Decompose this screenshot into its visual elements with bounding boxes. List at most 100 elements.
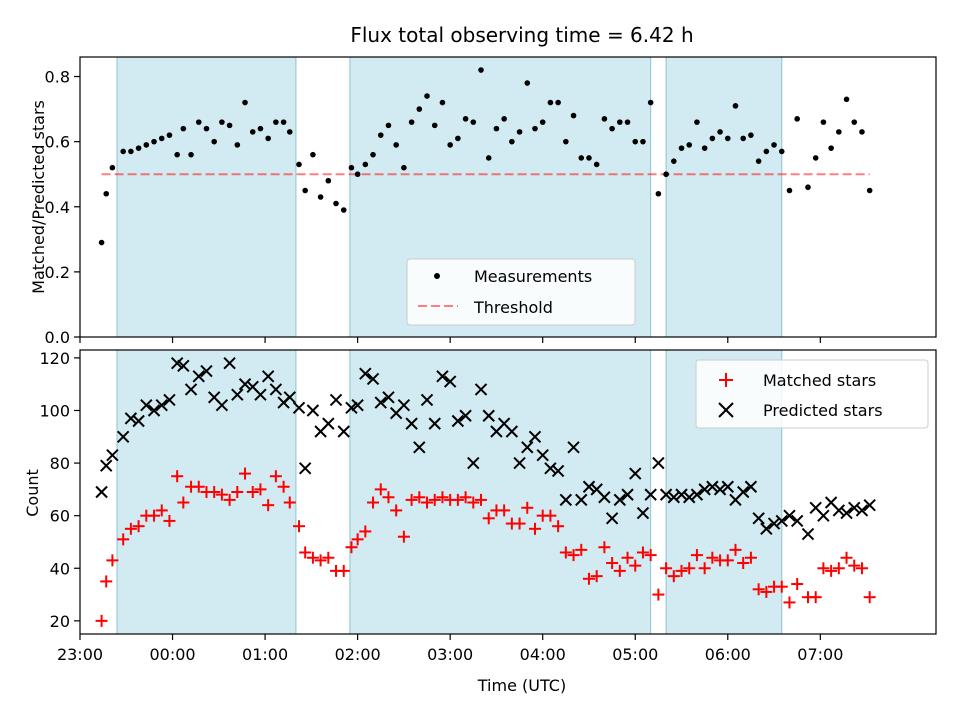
matched-star-point: [475, 493, 488, 506]
predicted-star-point: [200, 364, 213, 378]
y-tick-label: 0.6: [45, 133, 70, 152]
matched-star-point: [459, 491, 472, 504]
matched-star-point: [345, 541, 358, 554]
measurement-point: [462, 116, 469, 122]
matched-star-point: [598, 541, 611, 554]
matched-star-point: [314, 554, 327, 567]
measurement-point: [354, 171, 361, 178]
predicted-star-point: [536, 448, 549, 462]
matched-star-point: [132, 520, 145, 533]
matched-star-point: [148, 509, 161, 522]
matched-star-point: [809, 591, 822, 604]
bottom-axes: 20 40 60 80 100 120 23:00 00:00 01:00 02:00 03:00…: [23, 349, 937, 695]
matched-star-point: [721, 554, 734, 567]
predicted-star-point: [636, 506, 650, 520]
matched-star-point: [559, 546, 572, 559]
measurement-point: [135, 145, 142, 151]
bottom-legend-box: [695, 359, 929, 429]
matched-star-point: [590, 570, 603, 583]
measurement-point: [431, 122, 438, 129]
measurement-point: [740, 135, 747, 142]
measurement-point: [717, 129, 723, 135]
matched-star-point: [155, 504, 168, 517]
predicted-star-point: [667, 491, 681, 504]
measurement-point: [151, 138, 157, 145]
measurement-point: [325, 177, 332, 184]
matched-star-point: [106, 554, 119, 567]
measurement-point: [128, 148, 134, 155]
matched-star-point: [171, 470, 184, 483]
predicted-star-point: [155, 399, 168, 412]
measurement-point: [828, 145, 834, 151]
matched-star-point: [100, 575, 113, 588]
legend-marker-predicted: [718, 402, 734, 418]
predicted-star-point: [405, 417, 418, 430]
legend-marker-matched: [719, 373, 733, 387]
measurement-point: [694, 119, 700, 125]
measurement-point: [763, 148, 770, 155]
measurement-point: [362, 161, 369, 168]
matched-star-point: [783, 596, 796, 609]
matched-star-point: [683, 562, 696, 575]
shaded-period-2: [349, 349, 652, 635]
matched-star-point: [293, 520, 306, 533]
predicted-star-point: [283, 391, 296, 404]
measurement-point: [393, 142, 399, 148]
measurement-point: [485, 155, 492, 161]
matched-star-point: [582, 572, 595, 585]
predicted-star-point: [238, 377, 252, 391]
x-tick-label: 01:00: [242, 645, 288, 664]
predicted-star-point: [451, 414, 465, 428]
measurement-point: [859, 129, 865, 135]
predicted-star-point: [292, 401, 306, 415]
matched-star-point: [737, 557, 750, 569]
matched-star-point: [177, 496, 190, 509]
legend-label-predicted: Predicted stars: [763, 401, 883, 420]
matched-star-point: [428, 493, 441, 506]
measurement-point: [555, 99, 561, 106]
predicted-star-point: [359, 367, 372, 380]
y-tick-label: 60: [50, 507, 70, 526]
predicted-star-point: [443, 375, 457, 388]
measurement-point: [539, 119, 546, 125]
predicted-star-point: [382, 391, 395, 404]
measurement-point: [103, 190, 110, 197]
measurement-point: [748, 132, 754, 138]
predicted-star-point: [652, 456, 665, 470]
x-tick-label: 02:00: [335, 645, 381, 664]
matched-star-point: [660, 562, 673, 575]
predicted-star-point: [337, 425, 350, 438]
matched-star-point: [436, 491, 449, 504]
measurement-point: [509, 138, 515, 145]
matched-star-point: [667, 570, 680, 583]
measurement-point: [219, 119, 225, 125]
matched-star-point: [706, 551, 719, 564]
measurement-point: [586, 155, 592, 161]
measurement-point: [98, 239, 105, 246]
predicted-star-point: [420, 393, 434, 407]
predicted-star-point: [767, 517, 781, 530]
predicted-star-point: [261, 370, 275, 383]
measurement-point: [678, 145, 685, 151]
measurement-point: [805, 184, 811, 191]
measurement-point: [310, 151, 316, 158]
legend-label-measurements: Measurements: [474, 267, 592, 286]
predicted-star-point: [675, 488, 688, 501]
predicted-star-point: [428, 417, 441, 430]
top-legend: Measurements Threshold: [406, 258, 636, 326]
measurement-point: [195, 119, 202, 125]
matched-star-point: [405, 493, 418, 506]
measurement-point: [478, 67, 484, 73]
predicted-star-point: [698, 483, 711, 496]
measurement-point: [273, 119, 279, 125]
matched-star-point: [552, 520, 565, 533]
matched-star-point: [299, 546, 312, 559]
measurement-point: [632, 138, 639, 145]
predicted-star-point: [322, 417, 335, 430]
legend-label-matched: Matched stars: [763, 371, 876, 390]
x-tick-label: 07:00: [797, 645, 843, 664]
predicted-star-point: [436, 370, 449, 383]
measurement-point: [302, 187, 308, 194]
measurement-point: [617, 119, 623, 125]
